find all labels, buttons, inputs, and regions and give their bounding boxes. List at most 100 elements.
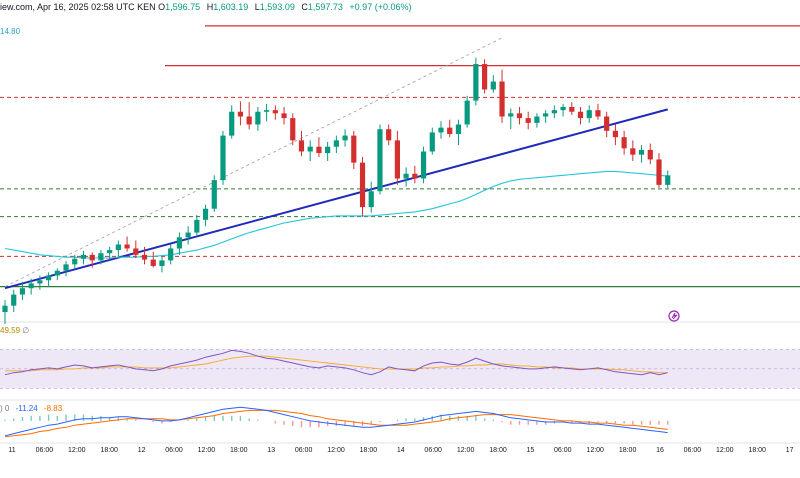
x-tick-label: 06:00 bbox=[36, 447, 54, 454]
macd-prefix: ) 0 bbox=[0, 404, 10, 413]
candle-body bbox=[490, 81, 496, 90]
signal-value: -8.83 bbox=[43, 404, 63, 413]
change-value: +0.97 (+0.06%) bbox=[349, 2, 412, 12]
candle bbox=[447, 119, 453, 138]
candle-body bbox=[551, 110, 557, 114]
candle bbox=[133, 240, 139, 258]
candle bbox=[482, 59, 488, 94]
candle bbox=[438, 121, 444, 139]
candle bbox=[98, 250, 104, 265]
ma-value-label: 14.80 bbox=[0, 27, 21, 36]
candle bbox=[159, 256, 165, 273]
candle-body bbox=[586, 110, 592, 119]
close-value: 1,597.73 bbox=[307, 2, 343, 12]
candle-body bbox=[403, 173, 409, 179]
candle bbox=[264, 103, 270, 122]
candle-body bbox=[264, 110, 270, 112]
rsi-legend: 49.59 ∅ bbox=[0, 326, 29, 335]
candle-body bbox=[621, 137, 627, 149]
x-tick-label: 06:00 bbox=[684, 447, 702, 454]
x-tick-label: 16 bbox=[656, 447, 664, 454]
candle bbox=[508, 108, 514, 130]
high-label: H bbox=[206, 2, 214, 12]
x-tick-label: 18:00 bbox=[748, 447, 766, 454]
candle-body bbox=[455, 124, 462, 134]
candle bbox=[630, 140, 636, 162]
candle bbox=[665, 170, 671, 189]
candle-body bbox=[342, 135, 348, 141]
candle-body bbox=[569, 106, 575, 112]
candle-body bbox=[72, 258, 78, 265]
macd-value: -11.24 bbox=[15, 404, 38, 413]
x-tick-label: 17 bbox=[786, 447, 794, 454]
candle bbox=[220, 130, 226, 185]
candle-body bbox=[464, 100, 470, 125]
candle bbox=[176, 232, 182, 255]
candle bbox=[420, 146, 427, 184]
macd-pane bbox=[4, 406, 669, 438]
candle-body bbox=[647, 149, 653, 160]
trendline bbox=[4, 37, 503, 287]
candle bbox=[141, 246, 148, 265]
trendline bbox=[4, 108, 668, 290]
candle-body bbox=[577, 111, 584, 119]
candle bbox=[604, 111, 610, 138]
candle bbox=[107, 246, 113, 260]
x-tick-label: 18:00 bbox=[100, 447, 118, 454]
x-tick-label: 12:00 bbox=[586, 447, 604, 454]
candle bbox=[185, 226, 191, 245]
candle-body bbox=[63, 264, 69, 271]
candle-body bbox=[19, 288, 26, 295]
candle-body bbox=[220, 135, 226, 181]
candle bbox=[577, 106, 584, 125]
candle-body bbox=[159, 260, 165, 266]
candle-body bbox=[307, 146, 313, 152]
x-tick-label: 12:00 bbox=[68, 447, 86, 454]
candle-body bbox=[115, 244, 121, 251]
candle-body bbox=[420, 151, 427, 179]
low-label: L bbox=[254, 2, 260, 12]
candle-body bbox=[290, 118, 296, 141]
rsi-ma-line bbox=[5, 355, 668, 374]
candle bbox=[290, 113, 296, 146]
candle bbox=[412, 165, 418, 184]
candle-body bbox=[412, 173, 418, 179]
candle-body bbox=[37, 280, 43, 284]
x-tick-label: 12:00 bbox=[716, 447, 734, 454]
candle-body bbox=[482, 64, 488, 90]
candle bbox=[560, 103, 566, 117]
candle bbox=[150, 251, 156, 268]
candle-body bbox=[211, 180, 217, 209]
candle-body bbox=[438, 127, 444, 133]
candle bbox=[359, 157, 366, 217]
candle bbox=[342, 129, 348, 147]
candle-body bbox=[560, 106, 566, 111]
x-tick-label: 15 bbox=[527, 447, 535, 454]
candle bbox=[194, 215, 200, 237]
candle-body bbox=[508, 113, 514, 117]
candle bbox=[595, 103, 601, 120]
candle bbox=[124, 236, 130, 252]
candle-body bbox=[447, 127, 453, 134]
candle bbox=[54, 268, 60, 281]
candle-body bbox=[133, 248, 139, 255]
moving-average-line bbox=[4, 170, 668, 259]
candle-body bbox=[176, 237, 182, 249]
alert-icon[interactable] bbox=[668, 310, 680, 322]
candle bbox=[543, 110, 549, 123]
candle bbox=[656, 153, 662, 189]
candle-body bbox=[237, 111, 244, 117]
candle-body bbox=[28, 283, 34, 289]
candle-body bbox=[194, 219, 200, 233]
candle-body bbox=[359, 162, 366, 208]
candle bbox=[2, 300, 8, 324]
candle-body bbox=[11, 294, 17, 306]
open-label: O bbox=[158, 2, 166, 12]
candle-body bbox=[368, 191, 374, 208]
candle-body bbox=[325, 146, 331, 154]
chart-date: Apr 16, 2025 02:58 UTC bbox=[37, 2, 135, 12]
candle bbox=[490, 75, 496, 93]
high-value: 1,603.19 bbox=[213, 2, 249, 12]
candle-body bbox=[54, 270, 60, 276]
